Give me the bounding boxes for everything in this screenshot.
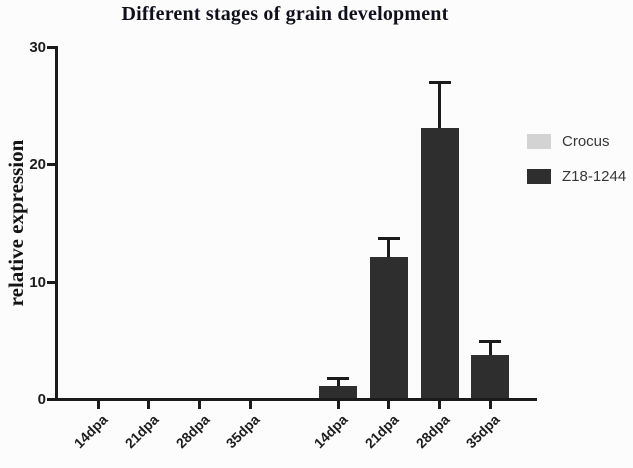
y-axis-tick xyxy=(47,46,55,49)
y-axis-tick xyxy=(47,398,55,401)
error-bar-cap xyxy=(479,339,502,343)
y-tick-label: 10 xyxy=(29,273,46,291)
x-tick-label: 21dpa xyxy=(121,411,162,452)
y-axis-tick xyxy=(47,280,55,284)
chart-title: Different stages of grain development xyxy=(121,3,449,25)
error-bar-stem xyxy=(336,377,340,387)
legend-item-crocus: Crocus xyxy=(527,133,626,150)
y-tick-label: 30 xyxy=(29,39,46,56)
x-axis-tick xyxy=(387,401,391,409)
x-axis-tick xyxy=(336,401,340,409)
error-bar-cap xyxy=(377,237,400,241)
legend-item-z18-1244: Z18-1244 xyxy=(527,168,626,185)
y-tick-label: 20 xyxy=(29,156,46,174)
error-bar-stem xyxy=(387,237,391,258)
x-axis-tick xyxy=(198,401,202,409)
bar xyxy=(420,128,459,398)
legend-swatch-crocus xyxy=(527,134,551,149)
x-axis-tick xyxy=(96,401,100,409)
y-axis-tick xyxy=(47,163,55,167)
x-tick-label: 28dpa xyxy=(412,411,453,452)
error-bar-cap xyxy=(428,81,451,85)
x-tick-label: 14dpa xyxy=(310,411,351,452)
x-axis-tick xyxy=(438,401,442,409)
x-axis-tick xyxy=(488,401,492,409)
x-tick-label: 35dpa xyxy=(223,411,263,452)
error-bar-cap xyxy=(327,377,349,381)
x-axis-tick xyxy=(147,401,151,409)
y-axis-label: relative expression xyxy=(4,139,28,307)
legend: Crocus Z18-1244 xyxy=(527,133,626,203)
bar xyxy=(319,386,357,398)
x-tick-label: 14dpa xyxy=(70,411,111,452)
x-axis-tick xyxy=(248,401,252,409)
legend-label-z18-1244: Z18-1244 xyxy=(562,168,627,185)
bar-chart-figure: Different stages of grain development re… xyxy=(4,3,627,452)
y-tick-label: 0 xyxy=(37,391,46,408)
legend-label-crocus: Crocus xyxy=(562,133,610,150)
legend-swatch-z18-1244 xyxy=(527,169,551,184)
error-bar-stem xyxy=(488,339,492,355)
bar xyxy=(369,257,408,398)
x-tick-label: 28dpa xyxy=(172,411,213,452)
x-tick-label: 21dpa xyxy=(361,411,402,452)
error-bar-stem xyxy=(438,81,442,129)
y-axis-line xyxy=(55,46,58,401)
x-axis-line xyxy=(55,398,537,401)
bar xyxy=(471,354,510,398)
x-tick-label: 35dpa xyxy=(463,411,503,452)
